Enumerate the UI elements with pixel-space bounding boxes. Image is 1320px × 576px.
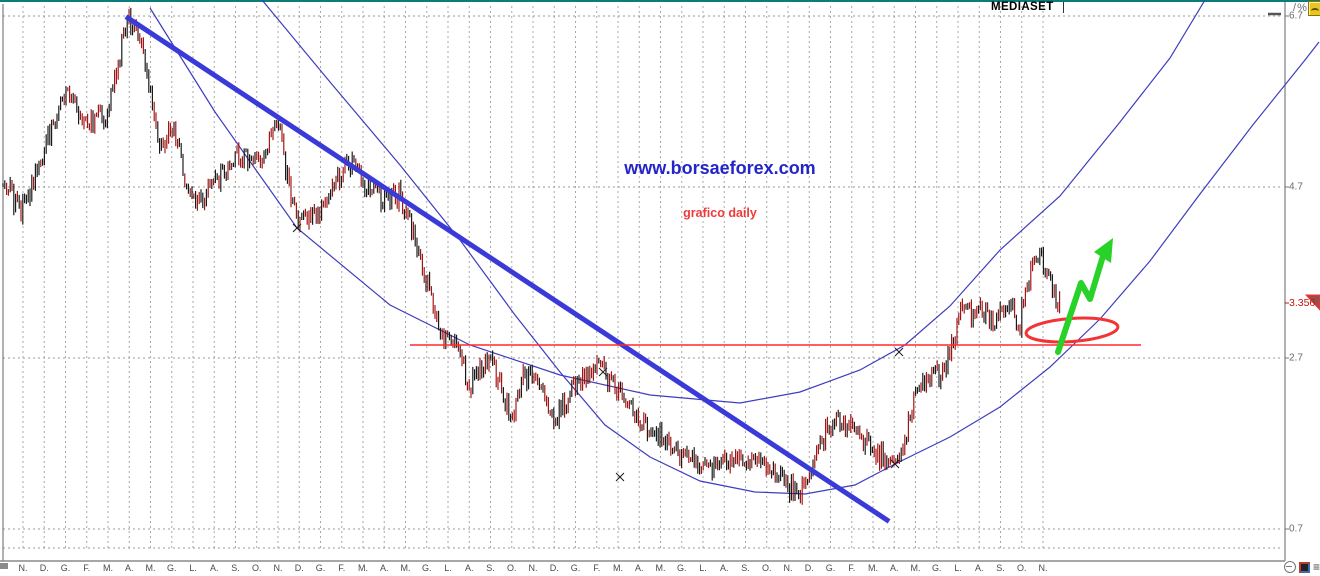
menu-icon[interactable]: ≡ <box>1313 559 1320 574</box>
cross-marker <box>894 347 904 357</box>
month-axis-label: A. <box>634 563 644 573</box>
percent-icon[interactable]: % <box>1297 2 1307 14</box>
month-axis-label: M. <box>103 563 113 573</box>
top-right-toolbar: / % <box>1293 1 1320 16</box>
month-axis-label: N. <box>18 563 28 573</box>
month-axis-label: N. <box>273 563 283 573</box>
cross-marker <box>598 367 608 377</box>
symbol-title: MEDIASET <box>991 1 1054 13</box>
price-bars-red <box>6 8 1061 505</box>
window-top-edge <box>0 0 1320 2</box>
month-axis-label: M. <box>868 563 878 573</box>
month-axis-label: M. <box>400 563 411 573</box>
line-tool-icon[interactable]: / <box>1293 2 1297 14</box>
price-bars-black <box>2 7 1057 503</box>
month-axis-label: G. <box>315 563 326 573</box>
month-axis-label: L. <box>954 563 962 573</box>
price-axis-label: 2.7 <box>1289 352 1303 364</box>
month-axis-label: D. <box>549 563 559 573</box>
month-axis-label: N. <box>1038 563 1048 573</box>
month-axis-label: M. <box>613 563 623 573</box>
bullish-arrow-head <box>1094 238 1113 263</box>
month-axis-label: G. <box>60 563 71 573</box>
month-axis-label: A. <box>464 563 474 573</box>
month-axis-label: G. <box>931 563 942 573</box>
month-axis-label: L. <box>699 563 707 573</box>
cross-marker <box>890 459 900 469</box>
bullish-arrow[interactable] <box>1055 253 1106 355</box>
zoom-out-icon[interactable] <box>1284 561 1296 573</box>
month-axis-label: D. <box>39 563 49 573</box>
month-axis-label: S. <box>231 563 240 573</box>
month-axis-label: S. <box>741 563 750 573</box>
parabolic-trend-curve[interactable] <box>261 0 1320 495</box>
month-axis-label: M. <box>910 563 921 573</box>
pattern-grid-icon[interactable] <box>1299 561 1310 573</box>
month-axis-label: G. <box>676 563 687 573</box>
month-axis-label: F. <box>848 563 856 573</box>
month-axis-label: O. <box>251 563 262 573</box>
month-axis-label: N. <box>783 563 793 573</box>
month-axis-label: A. <box>889 563 899 573</box>
month-axis-label: G. <box>825 563 836 573</box>
breakout-ellipse[interactable] <box>1024 315 1120 344</box>
month-axis-label: A. <box>124 563 134 573</box>
month-axis-label: D. <box>804 563 814 573</box>
last-price-label: 3.356 <box>1289 297 1316 309</box>
watermark-site: www.borsaeforex.com <box>624 158 816 178</box>
month-axis-label: F. <box>593 563 601 573</box>
month-axis-label: A. <box>719 563 729 573</box>
month-axis-label: L. <box>189 563 197 573</box>
month-axis-label: N. <box>528 563 538 573</box>
price-axis-label: 4.7 <box>1289 181 1303 193</box>
watermark-subtitle: grafico daily <box>683 206 757 220</box>
month-axis-label: M. <box>358 563 368 573</box>
month-axis-label: S. <box>996 563 1005 573</box>
parabolic-trend-curve[interactable] <box>149 0 1206 404</box>
downtrend-line[interactable] <box>124 14 891 524</box>
month-axis-label: O. <box>1016 563 1027 573</box>
cross-marker <box>292 223 302 233</box>
cross-marker <box>615 472 625 482</box>
month-axis-label: D. <box>294 563 304 573</box>
month-axis-label: G. <box>421 563 432 573</box>
bottom-right-toolbar: ≡ <box>1284 561 1320 573</box>
month-axis-label: A. <box>209 563 219 573</box>
month-axis-label: G. <box>166 563 177 573</box>
price-axis-label: 6.7 <box>1289 10 1303 22</box>
month-axis-label: M. <box>655 563 666 573</box>
last-price-flag <box>1304 294 1320 311</box>
month-axis-label: F. <box>83 563 91 573</box>
month-axis-label: G. <box>570 563 581 573</box>
gold-chart-icon[interactable] <box>1307 1 1320 16</box>
month-axis-label: O. <box>761 563 772 573</box>
price-axis-label: 0.7 <box>1289 523 1303 535</box>
month-axis-label: A. <box>974 563 984 573</box>
month-axis-label: S. <box>486 563 495 573</box>
month-axis-label: L. <box>444 563 452 573</box>
corner-grip[interactable] <box>0 563 8 569</box>
month-axis-label: O. <box>506 563 517 573</box>
month-axis-label: A. <box>379 563 389 573</box>
month-axis-label: M. <box>145 563 156 573</box>
title-cursor-tick <box>1063 2 1064 13</box>
month-axis-label: F. <box>338 563 346 573</box>
